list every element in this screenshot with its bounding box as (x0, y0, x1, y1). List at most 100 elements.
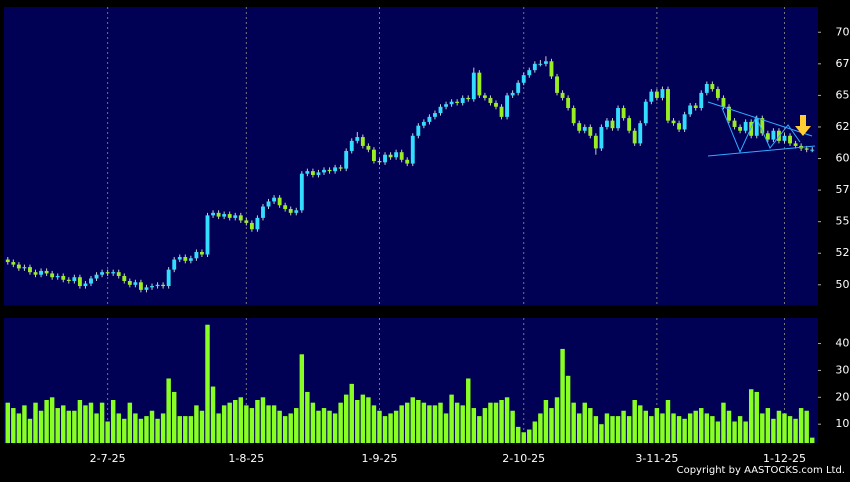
candle-body (522, 75, 526, 83)
candle-body (261, 207, 265, 218)
volume-bar (577, 413, 581, 443)
candle-body (178, 257, 182, 260)
volume-bar (649, 416, 653, 443)
volume-bar (766, 408, 770, 443)
volume-bar (804, 411, 808, 443)
candle-body (527, 70, 531, 75)
volume-bar (261, 397, 265, 443)
candle-body (11, 262, 15, 265)
volume-bar (438, 403, 442, 443)
candle-body (383, 155, 387, 163)
volume-bar (144, 416, 148, 443)
volume-bar (172, 392, 176, 443)
volume-bar (499, 400, 503, 443)
candle-body (455, 102, 459, 103)
candle-body (150, 286, 154, 287)
volume-bar (749, 389, 753, 443)
volume-bar (6, 403, 10, 443)
candle-body (450, 102, 454, 105)
volume-bar (516, 427, 520, 443)
volume-bar (344, 395, 348, 443)
candle-body (660, 89, 664, 98)
candle-body (361, 137, 365, 146)
candle-body (655, 92, 659, 98)
volume-bar (277, 411, 281, 443)
x-tick-label: 3-11-25 (635, 452, 678, 465)
candle-body (39, 271, 43, 275)
volume-bar (671, 413, 675, 443)
candle-body (50, 273, 54, 277)
candle-body (133, 282, 137, 285)
volume-bar (333, 413, 337, 443)
volume-bar (638, 405, 642, 443)
volume-bar (316, 411, 320, 443)
volume-bar (721, 403, 725, 443)
volume-bar (155, 419, 159, 443)
volume-bar (583, 403, 587, 443)
volume-bar (205, 325, 209, 443)
y-tick-label: 525 (836, 246, 850, 259)
candle-body (17, 265, 21, 269)
volume-bar (755, 392, 759, 443)
candle-body (272, 198, 276, 202)
candle-body (422, 122, 426, 126)
candle-body (72, 277, 76, 281)
candle-body (633, 131, 637, 144)
volume-bar (100, 403, 104, 443)
candle-body (427, 117, 431, 122)
y-tick-label: 30K (835, 363, 850, 376)
volume-bar (111, 400, 115, 443)
volume-bar (444, 413, 448, 443)
candle-body (439, 107, 443, 113)
candle-body (145, 287, 149, 290)
volume-bar (94, 413, 98, 443)
candle-body (588, 127, 592, 136)
volume-bar (644, 411, 648, 443)
x-tick-label: 1-9-25 (362, 452, 398, 465)
candle-body (67, 280, 71, 281)
volume-bar (17, 413, 21, 443)
y-tick-label: 600 (836, 152, 850, 165)
volume-bar (571, 403, 575, 443)
candle-body (344, 151, 348, 169)
y-tick-label: 550 (836, 215, 850, 228)
y-tick-label: 40K (835, 337, 850, 350)
candle-body (644, 102, 648, 123)
candle-body (161, 285, 165, 286)
volume-bar (399, 405, 403, 443)
candle-body (599, 127, 603, 148)
candle-body (572, 108, 576, 123)
volume-bar (233, 400, 237, 443)
candle-body (771, 131, 775, 140)
candle-body (683, 114, 687, 129)
volume-bar (472, 408, 476, 443)
volume-bar (383, 416, 387, 443)
candle-body (583, 127, 587, 131)
volume-bar (538, 413, 542, 443)
candle-body (305, 171, 309, 174)
candle-body (95, 275, 99, 279)
volume-bar (11, 408, 15, 443)
candle-body (128, 281, 132, 285)
volume-bar (510, 411, 514, 443)
candle-body (489, 98, 493, 103)
volume-bar (694, 411, 698, 443)
candle-body (611, 121, 615, 129)
volume-bar (283, 416, 287, 443)
candle-body (200, 252, 204, 255)
candle-body (233, 215, 237, 218)
volume-bar (78, 400, 82, 443)
volume-bar (33, 403, 37, 443)
candle-body (106, 272, 110, 273)
candle-body (483, 95, 487, 98)
volume-bar (533, 421, 537, 443)
candle-body (378, 161, 382, 162)
candle-body (461, 98, 465, 103)
volume-bar (549, 408, 553, 443)
candle-body (56, 276, 60, 277)
volume-bar (522, 432, 526, 443)
volume-bar (255, 400, 259, 443)
candle-body (405, 160, 409, 164)
y-tick-label: 700 (836, 25, 850, 38)
